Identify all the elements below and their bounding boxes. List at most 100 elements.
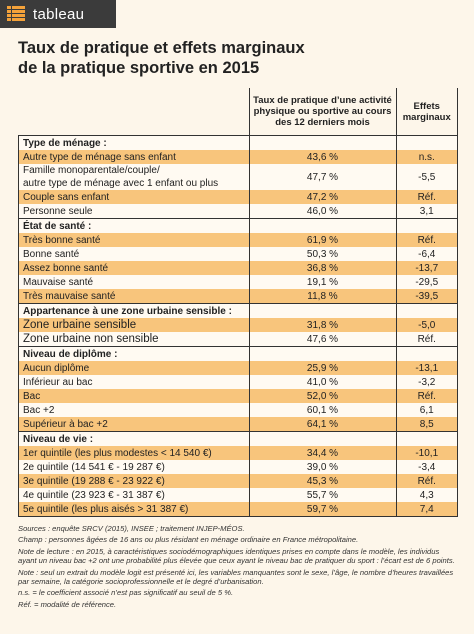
cell xyxy=(248,218,397,233)
marginal-effect: Réf. xyxy=(395,389,458,403)
row-label: 5e quintile (les plus aisés > 31 387 €) xyxy=(18,502,250,517)
data-row: Très mauvaise santé 11,8 % -39,5 xyxy=(18,289,458,304)
data-row: Aucun diplôme 25,9 % -13,1 xyxy=(18,361,458,375)
rate: 52,0 % xyxy=(248,389,397,403)
label-line: 2e quintile (14 541 € - 19 287 €) xyxy=(23,461,165,473)
rate: 19,1 % xyxy=(248,275,397,289)
rate: 39,0 % xyxy=(248,460,397,474)
rate: 43,6 % xyxy=(248,150,397,164)
data-row: 4e quintile (23 923 € - 31 387 €) 55,7 % 4… xyxy=(18,488,458,502)
data-row: Zone urbaine non sensible 47,6 % Réf. xyxy=(18,332,458,347)
cell xyxy=(395,303,458,318)
marginal-effect: Réf. xyxy=(395,474,458,488)
section-title: Niveau de diplôme : xyxy=(18,346,250,361)
data-row: Autre type de ménage sans enfant 43,6 % n.… xyxy=(18,150,458,164)
rate: 61,9 % xyxy=(248,233,397,247)
rate: 36,8 % xyxy=(248,261,397,275)
marginal-effect: 6,1 xyxy=(395,403,458,417)
row-label: Inférieur au bac xyxy=(18,375,250,389)
section-row: État de santé : xyxy=(18,218,458,233)
data-row: Famille monoparentale/couple/autre type … xyxy=(18,164,458,190)
label-line: Très bonne santé xyxy=(23,234,101,246)
rate: 59,7 % xyxy=(248,502,397,517)
data-row: Très bonne santé 61,9 % Réf. xyxy=(18,233,458,247)
row-label: Supérieur à bac +2 xyxy=(18,417,250,432)
title-line: Taux de pratique et effets marginaux xyxy=(18,39,305,57)
notes: Sources : enquête SRCV (2015), INSEE ; t… xyxy=(18,524,458,611)
label-line: Bac +2 xyxy=(23,404,55,416)
marginal-effect: -5,0 xyxy=(395,318,458,332)
note: Champ : personnes âgées de 16 ans ou plu… xyxy=(18,535,359,545)
data-row: Personne seule 46,0 % 3,1 xyxy=(18,204,458,219)
marginal-effect: Réf. xyxy=(395,332,458,347)
rate: 50,3 % xyxy=(248,247,397,261)
data-row: 2e quintile (14 541 € - 19 287 €) 39,0 % -… xyxy=(18,460,458,474)
cell xyxy=(395,135,458,150)
data-row: Zone urbaine sensible 31,8 % -5,0 xyxy=(18,318,458,332)
row-label: Autre type de ménage sans enfant xyxy=(18,150,250,164)
label-line: 5e quintile (les plus aisés > 31 387 €) xyxy=(23,503,189,515)
section-row: Niveau de diplôme : xyxy=(18,346,458,361)
section-title: Type de ménage : xyxy=(18,135,250,150)
table-icon xyxy=(7,6,25,22)
row-label: Très mauvaise santé xyxy=(18,289,250,304)
row-label: Aucun diplôme xyxy=(18,361,250,375)
rate: 11,8 % xyxy=(248,289,397,304)
cell xyxy=(248,135,397,150)
data-row: Bac 52,0 % Réf. xyxy=(18,389,458,403)
marginal-effect: -13,1 xyxy=(395,361,458,375)
data-row: Bac +2 60,1 % 6,1 xyxy=(18,403,458,417)
label-line: Zone urbaine non sensible xyxy=(23,332,159,345)
label-line: Zone urbaine sensible xyxy=(23,318,137,331)
note: Note : seul un extrait du modèle logit e… xyxy=(18,567,454,587)
row-label: 4e quintile (23 923 € - 31 387 €) xyxy=(18,488,250,502)
data-row: 3e quintile (19 288 € - 23 922 €) 45,3 % R… xyxy=(18,474,458,488)
marginal-effect: -29,5 xyxy=(395,275,458,289)
title-line: de la pratique sportive en 2015 xyxy=(18,59,260,77)
cell xyxy=(248,431,397,446)
section-title: Niveau de vie : xyxy=(18,431,250,446)
data-row: Mauvaise santé 19,1 % -29,5 xyxy=(18,275,458,289)
data-table: Taux de pratique d’une activité physique… xyxy=(18,88,458,517)
label-line: Couple sans enfant xyxy=(23,191,110,203)
label-line: Assez bonne santé xyxy=(23,262,109,274)
cell xyxy=(248,303,397,318)
rate: 64,1 % xyxy=(248,417,397,432)
marginal-effect: -5,5 xyxy=(395,164,458,190)
data-row: Assez bonne santé 36,8 % -13,7 xyxy=(18,261,458,275)
marginal-effect: -3,2 xyxy=(395,375,458,389)
note: n.s. = le coefficient associé n’est pas … xyxy=(18,588,234,598)
row-label: Zone urbaine non sensible xyxy=(18,332,250,347)
marginal-effect: -39,5 xyxy=(395,289,458,304)
cell xyxy=(395,218,458,233)
section-row: Type de ménage : xyxy=(18,135,458,150)
marginal-effect: Réf. xyxy=(395,190,458,204)
rate: 46,0 % xyxy=(248,204,397,219)
marginal-effect: -13,7 xyxy=(395,261,458,275)
section-row: Appartenance à une zone urbaine sensible… xyxy=(18,303,458,318)
section-title: Appartenance à une zone urbaine sensible… xyxy=(18,303,250,318)
data-row: Inférieur au bac 41,0 % -3,2 xyxy=(18,375,458,389)
note: Sources : enquête SRCV (2015), INSEE ; t… xyxy=(18,524,245,533)
label-line: Bonne santé xyxy=(23,248,80,260)
row-label: 3e quintile (19 288 € - 23 922 €) xyxy=(18,474,250,488)
marginal-effect: Réf. xyxy=(395,233,458,247)
row-label: Bac +2 xyxy=(18,403,250,417)
marginal-effect: -6,4 xyxy=(395,247,458,261)
data-row: 1er quintile (les plus modestes < 14 540… xyxy=(18,446,458,460)
rate: 34,4 % xyxy=(248,446,397,460)
label-line: Très mauvaise santé xyxy=(23,290,116,302)
row-label: Couple sans enfant xyxy=(18,190,250,204)
label-line: Inférieur au bac xyxy=(23,376,93,388)
marginal-effect: 4,3 xyxy=(395,488,458,502)
rate: 41,0 % xyxy=(248,375,397,389)
marginal-effect: 8,5 xyxy=(395,417,458,432)
data-row: Couple sans enfant 47,2 % Réf. xyxy=(18,190,458,204)
row-label: Très bonne santé xyxy=(18,233,250,247)
column-header: Taux de pratique d’une activité physique… xyxy=(248,88,397,136)
marginal-effect: -3,4 xyxy=(395,460,458,474)
cell xyxy=(395,431,458,446)
section-row: Niveau de vie : xyxy=(18,431,458,446)
rate: 25,9 % xyxy=(248,361,397,375)
